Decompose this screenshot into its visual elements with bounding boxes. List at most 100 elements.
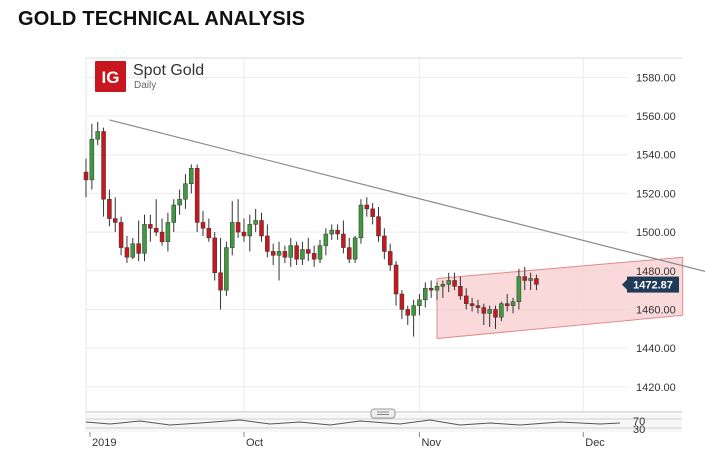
candle: [189, 164, 194, 194]
candle: [458, 276, 463, 300]
candle: [464, 288, 469, 310]
candle: [452, 272, 457, 291]
candle: [118, 216, 124, 256]
candle: [241, 218, 247, 242]
y-tick-label: 1440.00: [636, 343, 676, 355]
candle-body: [399, 293, 405, 310]
candle: [499, 301, 504, 322]
candle-body: [499, 303, 504, 318]
candle: [323, 228, 329, 256]
candle: [253, 208, 258, 233]
candle-body: [276, 251, 282, 256]
candle-body: [235, 222, 241, 233]
candle: [440, 280, 446, 298]
candle-body: [224, 247, 229, 291]
last-price-marker: 1472.87: [622, 276, 679, 293]
y-tick-label: 1420.00: [636, 382, 676, 394]
candle: [235, 199, 241, 238]
candle-body: [113, 218, 118, 223]
candle: [276, 241, 282, 281]
candle-body: [352, 237, 358, 260]
candle-body: [288, 245, 293, 258]
candle: [159, 218, 165, 246]
x-tick-label: 2019: [92, 437, 116, 449]
candle: [124, 235, 130, 264]
candle: [510, 297, 516, 314]
indicator-level-30: 30: [633, 424, 645, 436]
candle-body: [452, 280, 457, 287]
candle: [130, 237, 136, 260]
candle-body: [241, 231, 247, 237]
candle-body: [200, 222, 206, 229]
candle-body: [194, 168, 200, 223]
candle-body: [282, 251, 288, 258]
channel-fill: [437, 257, 683, 339]
candle-body: [89, 138, 95, 181]
candle: [218, 237, 223, 310]
candle-body: [423, 287, 428, 301]
candle-body: [440, 284, 446, 287]
candle-body: [300, 249, 305, 260]
candle: [423, 282, 428, 308]
candle: [516, 268, 522, 310]
candle-body: [510, 301, 516, 306]
candle-body: [528, 278, 533, 281]
x-tick-label: Dec: [585, 437, 605, 449]
grid: [86, 58, 628, 412]
candle-body: [522, 276, 527, 281]
candle: [142, 214, 147, 262]
candle: [487, 305, 492, 327]
candle: [148, 214, 153, 242]
candle-body: [323, 233, 329, 246]
candle: [265, 224, 270, 258]
candle: [347, 237, 352, 264]
candle: [89, 123, 95, 190]
candle-body: [504, 303, 510, 306]
page-heading: GOLD TECHNICAL ANALYSIS: [18, 8, 306, 30]
candle-body: [516, 276, 522, 302]
candle: [247, 214, 253, 252]
candle-body: [347, 247, 352, 260]
candle-body: [171, 204, 176, 223]
candle-body: [329, 229, 334, 235]
channel-lower-line: [436, 314, 683, 339]
candle: [317, 239, 323, 264]
candle-body: [534, 278, 539, 285]
y-tick-label: 1580.00: [636, 72, 676, 84]
y-tick-label: 1480.00: [636, 266, 676, 278]
pane-resize-handle[interactable]: [370, 408, 396, 419]
candle-body: [475, 305, 481, 308]
candle: [153, 199, 159, 236]
ig-logo-text: IG: [102, 68, 120, 87]
candle-body: [177, 198, 182, 206]
candle: [224, 241, 229, 296]
trend-line: [109, 119, 705, 273]
y-tick-label: 1540.00: [636, 150, 676, 162]
candle: [428, 280, 434, 298]
candle-body: [265, 235, 270, 252]
candle-body: [428, 287, 434, 291]
candle: [101, 127, 106, 217]
candle-body: [311, 253, 317, 260]
candle: [504, 294, 510, 312]
candle: [282, 245, 288, 264]
candle-body: [376, 216, 381, 237]
candle: [183, 174, 188, 209]
candle-body: [142, 224, 147, 254]
candle-body: [481, 307, 487, 314]
y-tick-label: 1500.00: [636, 227, 676, 239]
candle: [352, 235, 358, 264]
candle-body: [148, 224, 153, 229]
candle: [107, 189, 112, 227]
candle: [469, 297, 475, 312]
candle: [341, 220, 346, 254]
indicator-line: [85, 419, 621, 426]
chart-subtitle: Daily: [134, 80, 156, 91]
ig-logo: IG: [95, 61, 126, 92]
candle-body: [387, 251, 393, 266]
candle-body: [124, 247, 130, 258]
candle-body: [370, 208, 375, 217]
candle: [177, 189, 182, 215]
candle: [306, 237, 311, 262]
candle-body: [159, 231, 165, 243]
